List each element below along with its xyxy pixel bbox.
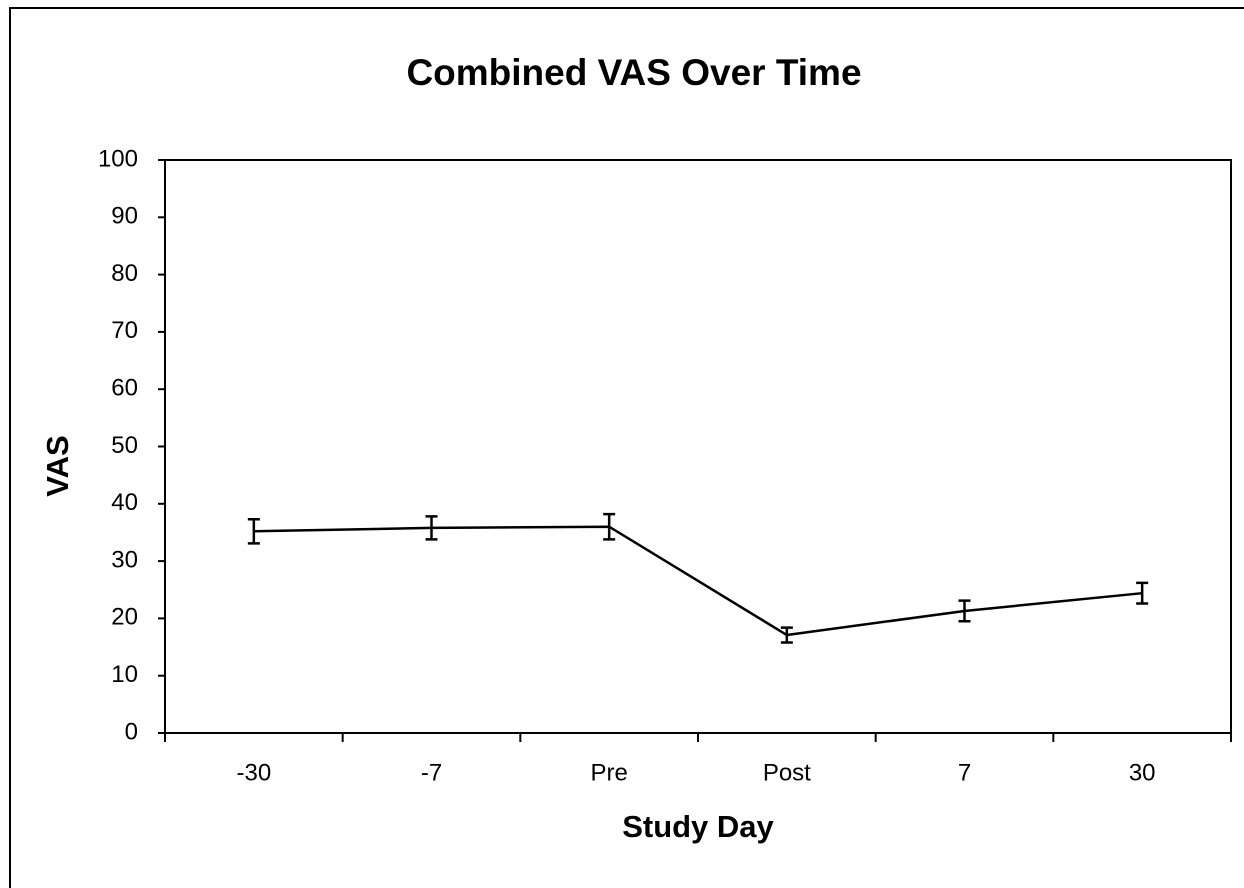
x-axis-label: Study Day xyxy=(622,809,774,844)
y-tick-label: 60 xyxy=(111,375,138,402)
chart-frame xyxy=(9,7,1244,888)
y-axis-label: VAS xyxy=(40,435,75,496)
y-tick-label: 50 xyxy=(111,432,138,459)
y-tick-label: 80 xyxy=(111,260,138,287)
y-tick-label: 10 xyxy=(111,661,138,688)
plot-area xyxy=(164,159,1232,734)
error-bar xyxy=(1136,581,1149,605)
y-tick-label: 0 xyxy=(125,718,138,745)
error-bar xyxy=(603,512,616,541)
line xyxy=(253,525,1143,637)
error-bar xyxy=(958,599,971,623)
y-tick-label: 90 xyxy=(111,203,138,230)
y-tick-label: 100 xyxy=(98,145,138,172)
x-tick-label: -30 xyxy=(236,759,271,786)
chart-title: Combined VAS Over Time xyxy=(406,52,861,93)
x-tick-label: 7 xyxy=(958,759,971,786)
y-tick-label: 70 xyxy=(111,317,138,344)
x-tick-label: -7 xyxy=(421,759,442,786)
x-tick-label: 30 xyxy=(1129,759,1156,786)
x-tick-label: Post xyxy=(763,759,811,786)
y-tick-label: 20 xyxy=(111,604,138,631)
y-tick-label: 30 xyxy=(111,546,138,573)
error-bar xyxy=(425,515,438,541)
y-tick-label: 40 xyxy=(111,489,138,516)
error-bar xyxy=(780,626,793,644)
error-bar xyxy=(247,518,260,545)
x-tick-label: Pre xyxy=(590,759,627,786)
